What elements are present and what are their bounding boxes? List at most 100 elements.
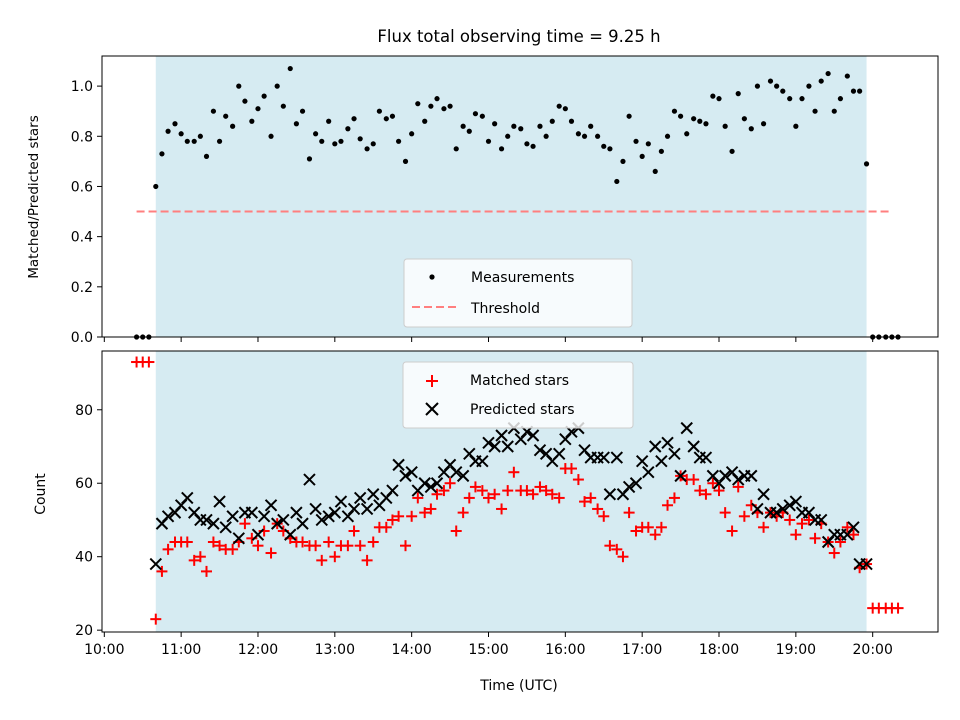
measurement-point [485, 138, 492, 144]
measurement-point [595, 133, 601, 139]
measurement-point [293, 121, 300, 127]
measurement-point [409, 131, 415, 137]
predicted-star-point [232, 532, 245, 545]
measurement-point [562, 106, 568, 112]
measurement-point [261, 93, 267, 99]
x-tick-label: 14:00 [391, 642, 431, 658]
matched-star-point [604, 540, 616, 552]
measurement-point [588, 123, 594, 129]
matched-star-point [796, 518, 808, 530]
measurement-point [274, 83, 280, 89]
x-tick-label: 15:00 [468, 642, 508, 658]
matched-star-point [700, 488, 712, 500]
measurement-point [184, 138, 190, 144]
top-y-tick-label: 0.6 [71, 179, 93, 195]
matched-star-point [419, 507, 431, 519]
measurement-point [543, 133, 549, 139]
measurement-point [313, 131, 319, 137]
measurement-point [299, 108, 306, 114]
matched-star-point [463, 492, 475, 504]
measurement-point [716, 96, 722, 102]
matched-legend-label: Matched stars [470, 373, 569, 389]
top-legend-box [403, 258, 633, 328]
predicted-star-point [776, 502, 789, 516]
predicted-star-point [501, 440, 514, 453]
matched-star-point [227, 543, 239, 555]
predicted-star-point [149, 557, 162, 571]
matched-star-point [150, 613, 162, 625]
top-y-tick-label: 0.0 [71, 330, 93, 346]
measurement-point [568, 118, 575, 124]
predicted-star-point [360, 502, 374, 516]
threshold-legend-label: Threshold [470, 301, 540, 317]
chart-title: Flux total observing time = 9.25 h [377, 27, 660, 46]
measurement-point [831, 108, 837, 114]
matched-star-point [348, 525, 360, 537]
matched-star-point [431, 488, 443, 500]
predicted-star-point [635, 454, 649, 468]
matched-star-point [649, 529, 661, 541]
measurement-point [741, 116, 747, 122]
measurement-point [857, 88, 863, 94]
predicted-star-point [783, 499, 796, 512]
predicted-star-point [699, 451, 713, 464]
matched-star-point [732, 481, 744, 493]
predicted-star-point [213, 495, 226, 508]
x-tick-label: 11:00 [161, 642, 201, 658]
predicted-star-point [347, 502, 361, 516]
predicted-star-point [322, 510, 335, 523]
predicted-star-point [847, 521, 860, 534]
matched-star-point [469, 481, 481, 493]
measurement-point [799, 96, 805, 102]
bottom-y-tick-label: 80 [75, 403, 93, 419]
measurement-point [159, 151, 165, 157]
measurement-point [505, 133, 511, 139]
matched-stars-series [131, 356, 904, 625]
predicted-legend-marker [425, 402, 439, 416]
predicted-star-point [745, 469, 758, 483]
measurement-point [722, 123, 728, 129]
matched-star-point [297, 536, 309, 548]
predicted-star-point [277, 513, 290, 527]
measurement-point [626, 113, 632, 119]
predicted-star-point [482, 436, 495, 450]
matched-star-point [162, 543, 174, 555]
predicted-star-point [814, 513, 828, 527]
matched-star-point [841, 521, 853, 533]
measurement-point [287, 65, 293, 72]
matched-star-point [438, 485, 450, 497]
predicted-star-point [655, 454, 668, 468]
measurement-point [511, 123, 517, 129]
measurement-point [280, 103, 286, 109]
x-tick-label: 12:00 [238, 642, 278, 658]
predicted-star-point [789, 495, 803, 508]
predicted-star-point [526, 429, 540, 442]
measurement-point [357, 136, 363, 142]
matched-star-point [540, 485, 552, 497]
x-tick-label: 20:00 [853, 642, 893, 658]
predicted-star-point [495, 429, 508, 442]
measurement-point [332, 141, 338, 147]
matched-star-point [181, 536, 193, 548]
matched-star-point [707, 477, 719, 489]
predicted-star-point [533, 443, 547, 457]
predicted-star-point [334, 495, 348, 508]
matched-star-point [342, 540, 354, 552]
measurement-point [633, 138, 639, 144]
x-tick-label: 16:00 [545, 642, 585, 658]
matched-star-point [400, 540, 412, 552]
predicted-star-point [680, 421, 693, 435]
matched-star-point [156, 565, 168, 577]
measurement-point [614, 178, 620, 185]
predicted-star-point [629, 477, 643, 490]
measurements-legend-label: Measurements [471, 270, 574, 286]
measurement-point [376, 108, 382, 114]
matched-star-point [361, 554, 373, 566]
predicted-star-point [367, 488, 380, 501]
matched-star-point [892, 602, 904, 614]
measurement-point [537, 123, 543, 129]
matched-star-point [726, 525, 738, 537]
top-y-tick-label: 0.2 [71, 280, 93, 296]
bottom-y-ticks: 20 40 60 80 [75, 403, 102, 639]
